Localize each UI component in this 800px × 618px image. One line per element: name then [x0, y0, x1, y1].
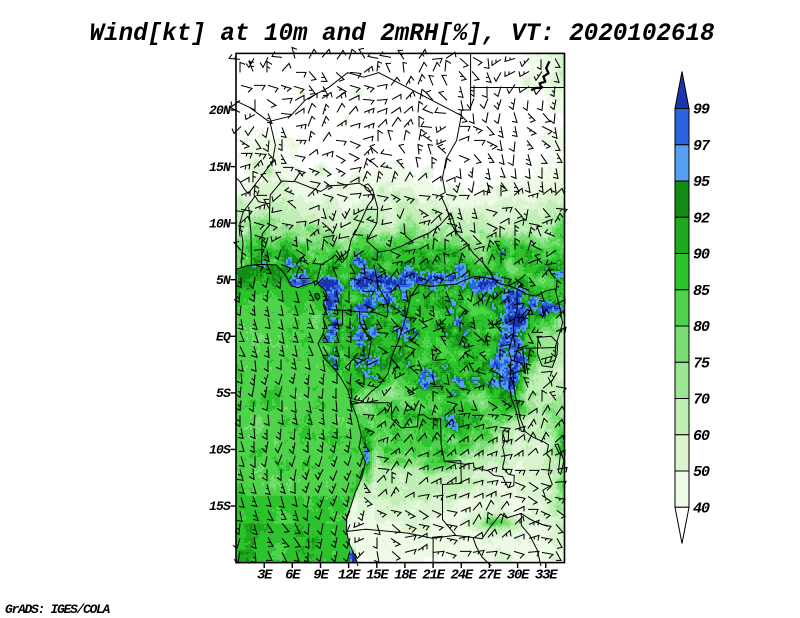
svg-text:5S: 5S	[216, 386, 231, 401]
svg-text:15S: 15S	[209, 499, 231, 514]
svg-text:27E: 27E	[479, 568, 502, 584]
svg-text:75: 75	[693, 355, 710, 372]
svg-text:Wind[kt] at 10m and 2mRH[%], V: Wind[kt] at 10m and 2mRH[%], VT: 2020102…	[90, 19, 715, 48]
svg-text:GrADS: IGES/COLA: GrADS: IGES/COLA	[5, 602, 111, 617]
svg-text:12E: 12E	[338, 568, 361, 584]
svg-text:18E: 18E	[394, 568, 417, 584]
svg-text:5N: 5N	[216, 273, 231, 288]
svg-text:80: 80	[693, 319, 710, 336]
svg-text:60: 60	[693, 428, 710, 445]
svg-text:3E: 3E	[257, 568, 273, 584]
svg-text:85: 85	[693, 283, 710, 300]
svg-text:15N: 15N	[209, 160, 231, 175]
svg-text:15E: 15E	[366, 568, 389, 584]
svg-text:20N: 20N	[209, 103, 231, 118]
svg-text:97: 97	[693, 138, 711, 155]
svg-text:9E: 9E	[313, 568, 329, 584]
svg-text:50: 50	[693, 464, 710, 481]
svg-text:10S: 10S	[209, 443, 231, 458]
svg-text:EQ: EQ	[216, 330, 231, 345]
svg-text:40: 40	[693, 500, 710, 517]
svg-text:6E: 6E	[285, 568, 301, 584]
svg-text:90: 90	[693, 247, 710, 264]
svg-text:92: 92	[693, 210, 710, 227]
svg-text:24E: 24E	[450, 568, 473, 584]
svg-text:95: 95	[693, 174, 710, 191]
svg-text:33E: 33E	[535, 568, 558, 584]
svg-text:10N: 10N	[209, 216, 231, 231]
svg-text:21E: 21E	[422, 568, 445, 584]
svg-text:30E: 30E	[507, 568, 530, 584]
svg-text:70: 70	[693, 392, 710, 409]
svg-text:99: 99	[693, 102, 710, 119]
